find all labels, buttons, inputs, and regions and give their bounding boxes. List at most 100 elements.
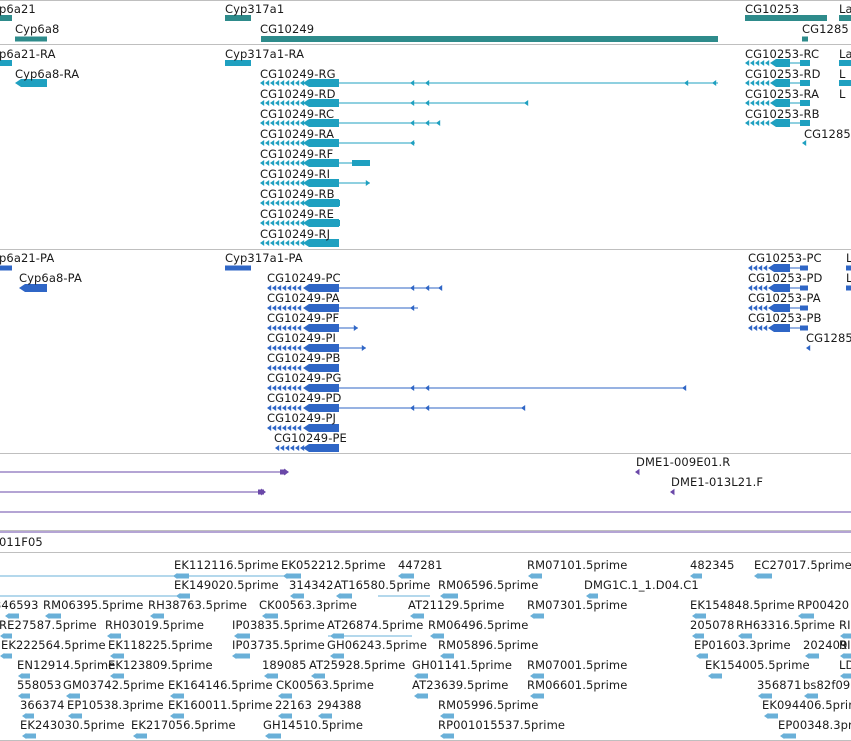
protein-label[interactable]: CG10249-PG <box>267 371 342 385</box>
mrna-label[interactable]: Cyp6a8-RA <box>15 67 80 81</box>
est-label[interactable]: CK00563.3prime <box>259 598 358 612</box>
est-label[interactable]: RM06496.5prime <box>428 618 529 632</box>
gene-label[interactable]: CG1285 <box>802 22 849 36</box>
mrna-label[interactable]: CG10249-RA <box>260 127 335 141</box>
est-label[interactable]: RM06601.5prime <box>527 678 628 692</box>
est-label[interactable]: RM07101.5prime <box>527 558 628 572</box>
est-label[interactable]: GH01141.5prime <box>412 658 513 672</box>
mrna-label[interactable]: CG10253-RA <box>745 87 820 101</box>
protein-label[interactable]: Cyp6a8-PA <box>19 271 82 285</box>
mrna-label[interactable]: CG1285 <box>804 127 851 141</box>
protein-label[interactable]: Cyp317a1-PA <box>225 251 303 265</box>
est-label[interactable]: EK222564.5prime <box>1 638 106 652</box>
mrna-label[interactable]: CG10253-RB <box>745 107 820 121</box>
est-label[interactable]: EK118225.5prime <box>108 638 213 652</box>
protein-label[interactable]: L <box>846 251 851 265</box>
est-label[interactable]: RP001015537.5prime <box>438 718 566 732</box>
est-label[interactable]: IP03735.5prime <box>232 638 325 652</box>
est-label[interactable]: bs82f09 <box>803 678 851 692</box>
est-label[interactable]: GH14510.5prime <box>263 718 364 732</box>
mrna-label[interactable]: CG10249-RC <box>260 107 335 121</box>
protein-label[interactable]: CG10249-PD <box>267 391 342 405</box>
est-label[interactable]: EC27017.5prime <box>754 558 851 572</box>
est-label[interactable]: RE27587.5prime <box>0 618 97 632</box>
mrna-label[interactable]: L <box>839 67 846 81</box>
protein-label[interactable]: CG10249-PJ <box>267 411 337 425</box>
protein-label[interactable]: CG1285 <box>806 331 851 345</box>
est-label[interactable]: GM03742.5prime <box>63 678 165 692</box>
mrna-label[interactable]: CG10249-RF <box>260 147 334 161</box>
gene-label[interactable]: CG10249 <box>260 22 315 36</box>
est-label[interactable]: RM07301.5prime <box>527 598 628 612</box>
protein-label[interactable]: CG10249-PC <box>267 271 341 285</box>
est-label[interactable]: RH38763.5prime <box>148 598 248 612</box>
protein-label[interactable]: CG10249-PF <box>267 311 340 325</box>
est-label[interactable]: EK160011.5prime <box>168 698 273 712</box>
est-label[interactable]: RM06596.5prime <box>438 578 539 592</box>
est-label[interactable]: 356871 <box>757 678 802 692</box>
mrna-label[interactable]: CG10253-RD <box>745 67 821 81</box>
est-label[interactable]: 558053 <box>17 678 62 692</box>
match-label[interactable]: DME1-013L21.F <box>671 475 764 489</box>
est-label[interactable]: RM05896.5prime <box>438 638 539 652</box>
mrna-label[interactable]: CG10249-RD <box>260 87 336 101</box>
est-label[interactable]: EN12914.5prime <box>17 658 116 672</box>
protein-label[interactable]: CG10249-PE <box>274 431 347 445</box>
est-label[interactable]: RH63316.5prime <box>736 618 836 632</box>
protein-label[interactable]: CG10253-PD <box>748 271 823 285</box>
est-label[interactable]: RM05996.5prime <box>438 698 539 712</box>
est-label[interactable]: EK243030.5prime <box>20 718 125 732</box>
est-label[interactable]: 22163 <box>275 698 313 712</box>
mrna-label[interactable]: CG10249-RB <box>260 187 335 201</box>
protein-label[interactable]: CG10249-PI <box>267 331 337 345</box>
est-label[interactable]: AT25928.5prime <box>309 658 406 672</box>
est-label[interactable]: AT23639.5prime <box>412 678 509 692</box>
mrna-label[interactable]: L <box>839 87 846 101</box>
protein-label[interactable]: CG10253-PA <box>748 291 821 305</box>
est-label[interactable]: EK052212.5prime <box>281 558 386 572</box>
est-label[interactable]: AT21129.5prime <box>408 598 505 612</box>
est-label[interactable]: 294388 <box>317 698 362 712</box>
est-label[interactable]: 482345 <box>690 558 735 572</box>
est-label[interactable]: AT16580.5prime <box>334 578 431 592</box>
est-label[interactable]: RI <box>839 638 851 652</box>
mrna-label[interactable]: Cyp317a1-RA <box>225 47 305 61</box>
est-label[interactable]: IP03835.5prime <box>232 618 325 632</box>
mrna-label[interactable]: CG10249-RG <box>260 67 336 81</box>
match-label[interactable]: DME1-009E01.R <box>636 455 731 469</box>
est-label[interactable]: 189085 <box>262 658 307 672</box>
protein-label[interactable]: p6a21-PA <box>0 251 55 265</box>
est-label[interactable]: 447281 <box>398 558 443 572</box>
est-label[interactable]: EK149020.5prime <box>174 578 279 592</box>
est-label[interactable]: EK154005.5prime <box>705 658 810 672</box>
gene-label[interactable]: Cyp317a1 <box>225 2 285 16</box>
est-label[interactable]: DMG1C.1_1.D04.C1 <box>584 578 699 592</box>
est-label[interactable]: EP10538.3prime <box>67 698 164 712</box>
est-label[interactable]: EK217056.5prime <box>131 718 236 732</box>
est-label[interactable]: RP00420 <box>797 598 850 612</box>
est-label[interactable]: GH06243.5prime <box>327 638 428 652</box>
est-label[interactable]: EK112116.5prime <box>174 558 279 572</box>
est-label[interactable]: 205078 <box>690 618 735 632</box>
est-label[interactable]: LD <box>839 658 851 672</box>
est-label[interactable]: EP01603.3prime <box>694 638 791 652</box>
gene-label[interactable]: CG10253 <box>745 2 800 16</box>
clone-label[interactable]: 011F05 <box>0 535 43 549</box>
est-label[interactable]: 314342 <box>289 578 334 592</box>
mrna-label[interactable]: CG10249-RE <box>260 207 334 221</box>
protein-label[interactable]: L <box>846 271 851 285</box>
est-label[interactable]: RI <box>839 618 851 632</box>
est-label[interactable]: AT26874.5prime <box>327 618 424 632</box>
est-label[interactable]: EK154848.5prime <box>690 598 795 612</box>
est-label[interactable]: EK094406.5prime <box>762 698 851 712</box>
protein-label[interactable]: CG10253-PB <box>748 311 822 325</box>
est-label[interactable]: CK00563.5prime <box>276 678 375 692</box>
est-label[interactable]: RM07001.5prime <box>527 658 628 672</box>
gene-label[interactable]: p6a21 <box>0 2 36 16</box>
est-label[interactable]: 202409 <box>803 638 848 652</box>
est-label[interactable]: EK123809.5prime <box>108 658 213 672</box>
protein-label[interactable]: CG10249-PA <box>267 291 340 305</box>
gene-label[interactable]: La <box>839 2 851 16</box>
gene-label[interactable]: Cyp6a8 <box>15 22 60 36</box>
est-label[interactable]: 366374 <box>20 698 65 712</box>
